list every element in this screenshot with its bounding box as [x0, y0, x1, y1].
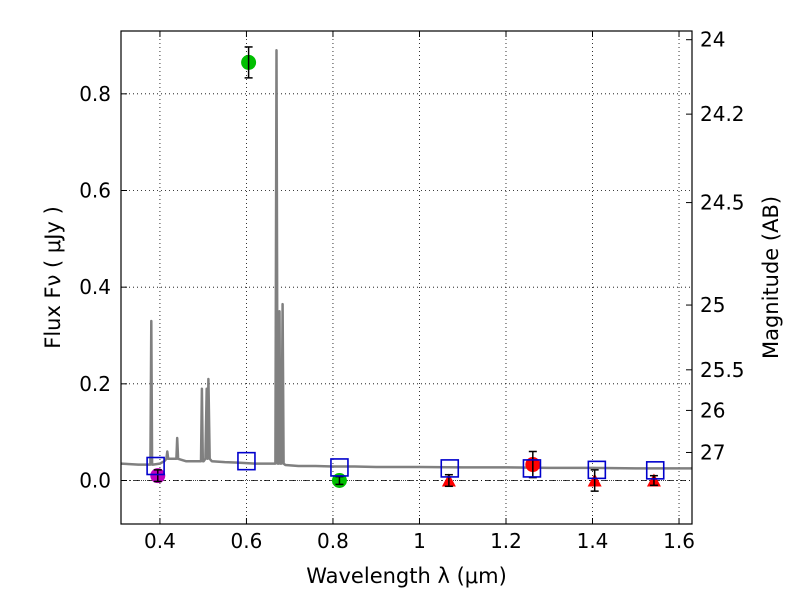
x-tick-label: 0.8	[317, 529, 349, 553]
plot-frame	[120, 30, 693, 525]
mag-tick-label: 26	[700, 398, 725, 422]
y-axis-label: Flux Fν ( μJy )	[41, 206, 65, 349]
x-tick-label: 1.4	[577, 529, 609, 553]
axis-ticks: 0.4 0.6 0.8 1 1.2 1.4 1.6 0.0 0.2 0.4 0.6 0.8 24 24.2…	[79, 28, 744, 553]
y-tick-label: 0.2	[79, 372, 111, 396]
model-spectrum-line	[120, 49, 692, 470]
mag-tick-label: 24	[700, 28, 725, 52]
mag-tick-label: 24.5	[700, 191, 745, 215]
mag-tick-label: 25	[700, 293, 725, 317]
x-tick-label: 0.6	[231, 529, 263, 553]
x-tick-label: 1	[413, 529, 426, 553]
y-tick-label: 0.6	[79, 179, 111, 203]
mag-tick-label: 24.2	[700, 102, 745, 126]
photometry-layer	[146, 46, 665, 492]
mag-tick-label: 27	[700, 440, 725, 464]
model-band-marker	[587, 460, 607, 480]
y-tick-label: 0.0	[79, 469, 111, 493]
mag-tick-label: 25.5	[700, 358, 745, 382]
model-band-marker	[440, 459, 460, 478]
right-axis-label: Magnitude (AB)	[759, 196, 783, 359]
x-tick-label: 1.2	[490, 529, 522, 553]
model-spectrum-layer	[120, 49, 692, 470]
model-band-marker	[146, 456, 165, 476]
y-tick-label: 0.4	[79, 275, 111, 299]
model-band-marker	[645, 461, 665, 480]
model-band-marker	[237, 451, 256, 471]
y-tick-label: 0.8	[79, 82, 111, 106]
x-axis-label: Wavelength λ (μm)	[306, 564, 507, 588]
x-tick-label: 1.6	[663, 529, 695, 553]
x-tick-label: 0.4	[144, 529, 176, 553]
model-band-marker	[522, 459, 542, 478]
model-band-marker	[330, 458, 349, 477]
